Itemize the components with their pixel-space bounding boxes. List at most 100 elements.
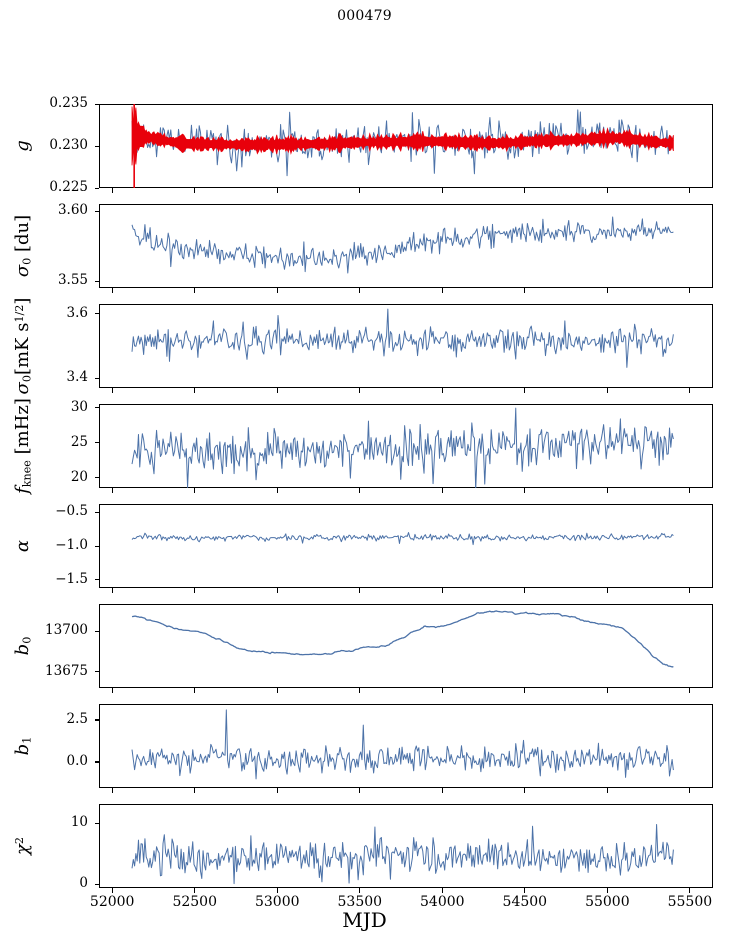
xtick-sigma0_du-1 bbox=[194, 288, 196, 293]
ytick-label-sigma0_mK-1: 3.6 bbox=[66, 304, 88, 321]
xtick-alpha-3 bbox=[359, 588, 361, 593]
xtick-b0-3 bbox=[359, 688, 361, 693]
plot-area-b1 bbox=[131, 709, 674, 780]
xtick-label-0: 52000 bbox=[89, 894, 135, 910]
xtick-b1-5 bbox=[524, 788, 526, 793]
xtick-sigma0_mK-4 bbox=[441, 388, 443, 393]
plot-area-fknee bbox=[131, 407, 674, 488]
xtick-sigma0_du-4 bbox=[441, 288, 443, 293]
ytick-sigma0_mK-1 bbox=[95, 313, 99, 315]
xtick-b1-1 bbox=[194, 788, 196, 793]
xtick-sigma0_du-3 bbox=[359, 288, 361, 293]
xtick-fknee-1 bbox=[194, 488, 196, 493]
ytick-label-gain-2: 0.235 bbox=[49, 95, 88, 111]
xtick-gain-3 bbox=[359, 188, 361, 193]
ytick-fknee-1 bbox=[95, 442, 99, 444]
xtick-chi2-0 bbox=[111, 888, 113, 893]
xtick-gain-4 bbox=[441, 188, 443, 193]
xtick-sigma0_du-0 bbox=[111, 288, 113, 293]
xtick-b0-2 bbox=[276, 688, 278, 693]
ytick-chi2-1 bbox=[95, 822, 99, 825]
series-chi2 bbox=[131, 823, 674, 885]
ytick-sigma0_du-1 bbox=[95, 210, 99, 212]
panel-frame-b0 bbox=[99, 604, 713, 688]
panel-frame-sigma0_du bbox=[99, 204, 713, 288]
xtick-b1-0 bbox=[111, 788, 113, 793]
ytick-label-sigma0_du-0: 3.55 bbox=[57, 272, 88, 288]
ytick-label-b0-1: 13700 bbox=[45, 622, 88, 639]
series-sigma0_mK bbox=[131, 308, 674, 368]
ytick-b1-0 bbox=[95, 761, 99, 763]
ytick-label-alpha-2: −0.5 bbox=[55, 503, 88, 520]
series-alpha bbox=[131, 532, 674, 546]
xtick-b0-4 bbox=[441, 688, 443, 693]
xtick-b1-7 bbox=[689, 788, 691, 793]
xtick-gain-5 bbox=[524, 188, 526, 193]
xtick-b0-1 bbox=[194, 688, 196, 693]
ytick-label-sigma0_mK-0: 3.4 bbox=[66, 369, 88, 386]
y-axis-label-chi2: χ2 bbox=[12, 836, 34, 856]
plot-area-sigma0_du bbox=[131, 216, 674, 274]
xtick-alpha-0 bbox=[111, 588, 113, 593]
panel-fknee: 20 25 30 fknee [mHz] bbox=[12, 398, 713, 494]
xtick-fknee-7 bbox=[689, 488, 691, 493]
xtick-sigma0_mK-2 bbox=[276, 388, 278, 393]
xtick-b1-3 bbox=[359, 788, 361, 793]
ytick-gain-0 bbox=[95, 187, 99, 189]
xtick-fknee-4 bbox=[441, 488, 443, 493]
plot-area-alpha bbox=[131, 532, 674, 546]
ytick-b0-1 bbox=[95, 630, 99, 633]
xtick-alpha-5 bbox=[524, 588, 526, 593]
ytick-chi2-0 bbox=[95, 883, 99, 885]
plot-area-sigma0_mK bbox=[131, 308, 674, 368]
xtick-b1-2 bbox=[276, 788, 278, 793]
xtick-alpha-1 bbox=[194, 588, 196, 593]
xtick-sigma0_du-5 bbox=[524, 288, 526, 293]
ytick-label-fknee-0: 20 bbox=[70, 468, 88, 485]
xtick-chi2-3 bbox=[359, 888, 361, 893]
xtick-fknee-3 bbox=[359, 488, 361, 493]
xtick-sigma0_mK-3 bbox=[359, 388, 361, 393]
plot-area-gain bbox=[131, 104, 674, 188]
xtick-b0-7 bbox=[689, 688, 691, 693]
ytick-label-fknee-1: 25 bbox=[70, 433, 88, 450]
xtick-chi2-1 bbox=[194, 888, 196, 893]
xtick-fknee-6 bbox=[606, 488, 608, 493]
xtick-label-4: 54000 bbox=[420, 894, 465, 910]
ytick-label-b1-1: 2.5 bbox=[66, 710, 88, 727]
xtick-sigma0_du-2 bbox=[276, 288, 278, 293]
ytick-gain-1 bbox=[95, 145, 99, 147]
ytick-label-chi2-0: 0 bbox=[79, 875, 88, 892]
series-b0 bbox=[131, 610, 674, 668]
plot-area-chi2 bbox=[131, 823, 674, 885]
ytick-fknee-0 bbox=[95, 477, 99, 479]
xtick-sigma0_mK-5 bbox=[524, 388, 526, 393]
xtick-fknee-2 bbox=[276, 488, 278, 493]
panel-frame-b1 bbox=[99, 704, 713, 788]
xtick-chi2-5 bbox=[524, 888, 526, 893]
xtick-label-1: 52500 bbox=[172, 894, 217, 910]
xtick-sigma0_mK-1 bbox=[194, 388, 196, 393]
xtick-sigma0_du-7 bbox=[689, 288, 691, 293]
xtick-chi2-2 bbox=[276, 888, 278, 893]
xtick-fknee-0 bbox=[111, 488, 113, 493]
x-axis-label: MJD bbox=[342, 908, 387, 932]
ytick-alpha-1 bbox=[95, 545, 99, 547]
xtick-sigma0_du-6 bbox=[606, 288, 608, 293]
xtick-label-5: 54500 bbox=[502, 894, 548, 910]
xtick-alpha-6 bbox=[606, 588, 608, 593]
xtick-alpha-4 bbox=[441, 588, 443, 593]
xtick-gain-1 bbox=[194, 188, 196, 193]
ytick-gain-2 bbox=[95, 103, 99, 105]
xtick-chi2-4 bbox=[441, 888, 443, 893]
xtick-label-6: 55000 bbox=[585, 894, 630, 910]
ytick-sigma0_du-0 bbox=[95, 280, 99, 282]
ytick-label-b1-0: 0.0 bbox=[66, 752, 88, 769]
xtick-label-3: 53500 bbox=[337, 894, 383, 910]
series-g_smooth_band bbox=[131, 106, 674, 166]
series-b1 bbox=[131, 709, 674, 780]
xtick-chi2-7 bbox=[689, 888, 691, 893]
plot-area-b0 bbox=[131, 610, 674, 668]
ytick-sigma0_mK-0 bbox=[95, 377, 99, 379]
series-fknee bbox=[131, 407, 674, 488]
